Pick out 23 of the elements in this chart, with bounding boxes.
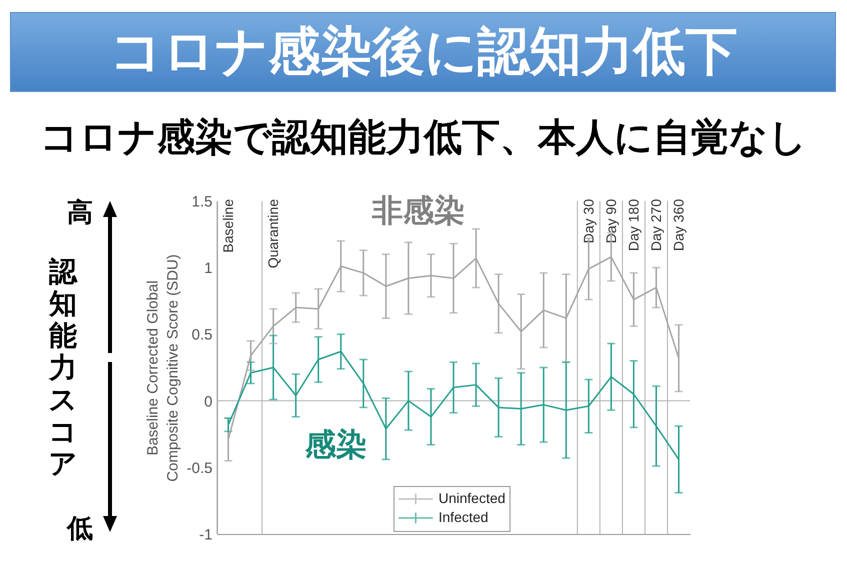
text: 高 (67, 198, 93, 228)
y-tick-label: 1.5 (192, 194, 212, 210)
legend-label: Uninfected (438, 490, 506, 506)
y-tick-label: 0 (204, 393, 212, 410)
annotation: 感染 (305, 427, 367, 463)
text: 認知能力スコア (48, 255, 78, 480)
annotation: Day 270 (648, 198, 664, 252)
y-tick-label: -0.5 (186, 460, 212, 477)
legend-label: Infected (438, 509, 488, 525)
y-tick-label: -1 (199, 526, 212, 544)
annotation: Quarantine (265, 198, 282, 268)
y-tick-label: 1 (204, 260, 212, 278)
y-tick-label: 0.5 (192, 326, 212, 344)
annotation: Day 90 (602, 198, 619, 244)
annotation: 非感染 (372, 193, 465, 229)
annotation: Day 30 (580, 198, 596, 244)
chart-subtitle: コロナ感染で認知能力低下、本人に自覚なし (40, 115, 807, 159)
annotation: Day 180 (625, 198, 642, 252)
chart-title: コロナ感染後に認知力低下 (110, 22, 738, 82)
text: 低 (67, 514, 93, 544)
y-axis-title: Baseline Corrected Global Composite Cognitive Score (SDU) (144, 254, 182, 482)
annotation: Day 360 (670, 198, 686, 252)
annotation: Baseline (220, 198, 236, 253)
